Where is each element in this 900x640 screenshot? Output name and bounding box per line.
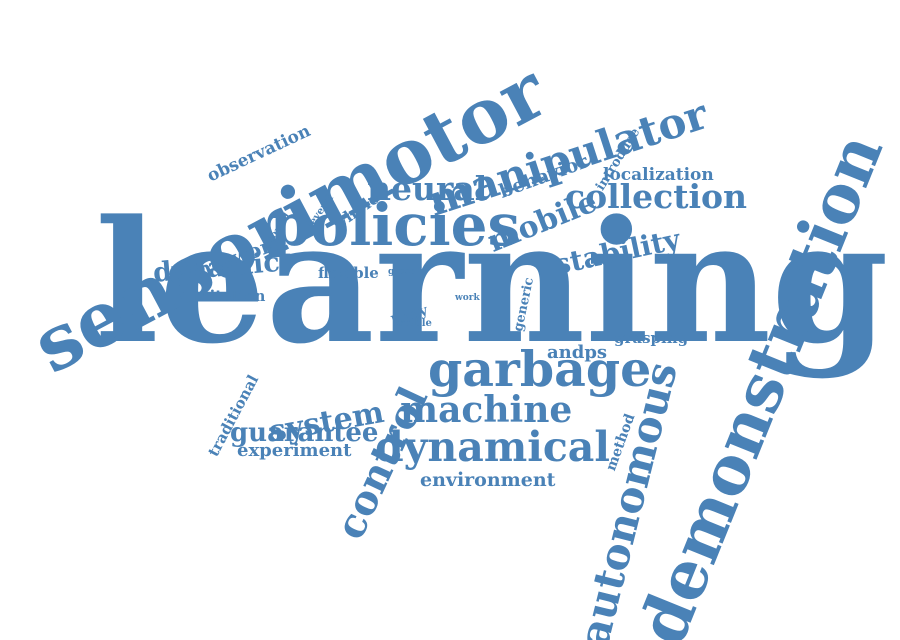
word-work: work bbox=[455, 293, 480, 303]
word-localization: localization bbox=[603, 165, 714, 185]
word-stable: stable bbox=[398, 318, 432, 329]
word-garbage: garbage bbox=[428, 340, 652, 398]
word-policies: policies bbox=[270, 191, 521, 259]
word-neural: neural bbox=[367, 169, 488, 208]
word-learning: learning bbox=[95, 183, 889, 381]
word-flexible: flexible bbox=[318, 264, 379, 282]
word-experiment: experiment bbox=[237, 440, 352, 461]
word-dynamical: dynamical bbox=[375, 423, 610, 471]
word-guarantee: guarantee bbox=[230, 418, 379, 448]
word-machine: machine bbox=[400, 389, 573, 431]
word-andps: andps bbox=[547, 342, 608, 363]
word-grasp: grasp bbox=[388, 267, 417, 277]
word-collection: collection bbox=[565, 177, 748, 216]
word-environment: environment bbox=[420, 469, 556, 491]
word-imitation: imitation bbox=[188, 287, 266, 305]
word-grasping: grasping bbox=[614, 329, 689, 347]
